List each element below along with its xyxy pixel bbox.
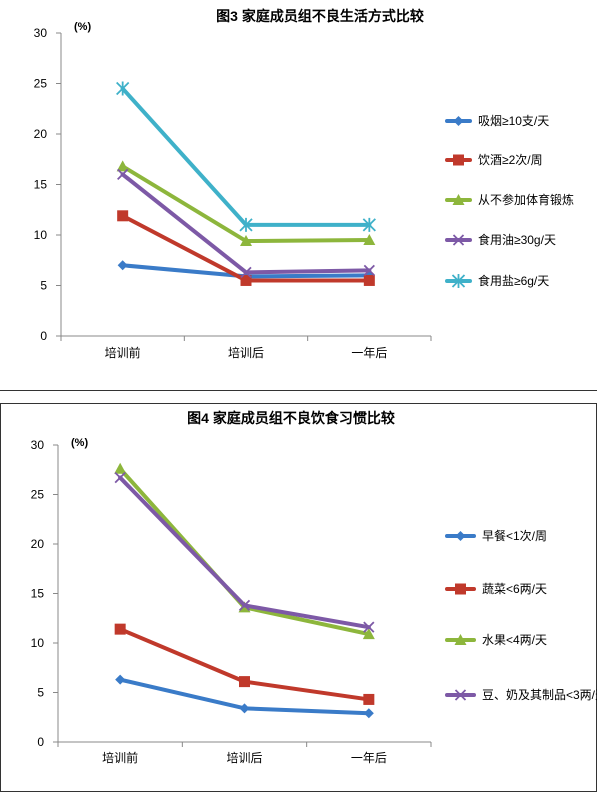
series-2 xyxy=(117,210,375,286)
data-point xyxy=(363,693,375,705)
y-tick-label: 10 xyxy=(34,228,48,242)
legend-item: 食用盐≥6g/天 xyxy=(445,273,549,288)
y-tick-label: 30 xyxy=(34,26,48,40)
data-point xyxy=(117,260,128,271)
chart-panel-4: 图4 家庭成员组不良饮食习惯比较 (%) 0 5 10 15 20 25 30 培训前 培训后 一年后… xyxy=(0,403,597,792)
data-point xyxy=(116,81,130,96)
legend-item: 从不参加体育锻炼 xyxy=(445,192,574,207)
legend-swatch-marker xyxy=(454,634,467,645)
legend-swatch-marker xyxy=(452,194,465,205)
legend-item: 豆、奶及其制品<3两/天 xyxy=(445,688,597,702)
data-point xyxy=(363,621,375,633)
data-point xyxy=(240,274,252,286)
chart-figure-4: 图4 家庭成员组不良饮食习惯比较 (%) 0 5 10 15 20 25 30 培训前 培训后 一年后… xyxy=(31,410,597,765)
series-5 xyxy=(116,81,376,232)
y-tick-label: 5 xyxy=(37,686,44,700)
y-tick-label: 20 xyxy=(31,537,45,551)
y-tick-label: 15 xyxy=(31,587,45,601)
legend-label: 食用盐≥6g/天 xyxy=(478,273,549,288)
series-2 xyxy=(114,623,375,705)
y-unit-label: (%) xyxy=(74,21,91,33)
legend-label: 饮酒≥2次/周 xyxy=(478,153,543,167)
data-point xyxy=(363,264,375,276)
legend-item: 蔬菜<6两/天 xyxy=(445,582,547,596)
data-point xyxy=(116,160,129,172)
legend-swatch-marker xyxy=(451,274,466,288)
y-tick-label: 0 xyxy=(40,329,47,343)
series-4 xyxy=(114,472,375,633)
legend-label: 从不参加体育锻炼 xyxy=(478,192,574,207)
legend-item: 早餐<1次/周 xyxy=(445,528,547,543)
data-point xyxy=(362,217,376,232)
y-tick-label: 5 xyxy=(40,279,47,293)
legend-label: 豆、奶及其制品<3两/天 xyxy=(482,688,597,702)
data-point xyxy=(115,674,126,685)
data-point xyxy=(117,210,129,222)
y-tick-label: 0 xyxy=(37,735,44,749)
legend-swatch-marker xyxy=(455,531,466,541)
data-point xyxy=(114,472,126,484)
y-tick-label: 25 xyxy=(31,488,45,502)
x-tick-label: 培训前 xyxy=(102,750,138,765)
legend-item: 饮酒≥2次/周 xyxy=(445,153,543,167)
data-point xyxy=(114,623,126,635)
legend-label: 早餐<1次/周 xyxy=(482,528,547,543)
y-tick-label: 15 xyxy=(34,178,48,192)
legend-swatch-marker xyxy=(453,154,464,166)
data-point xyxy=(114,462,127,474)
legend-label: 吸烟≥10支/天 xyxy=(478,114,549,128)
data-point xyxy=(117,168,129,181)
chart-title: 图3 家庭成员组不良生活方式比较 xyxy=(216,8,424,24)
chart-panel-3: 图3 家庭成员组不良生活方式比较 (%) 0 5 10 15 20 25 30 培训前 培训后 一年后… xyxy=(0,0,597,391)
y-tick-label: 20 xyxy=(34,127,48,141)
legend-label: 水果<4两/天 xyxy=(482,633,547,647)
data-point xyxy=(238,599,251,612)
legend-swatch-marker xyxy=(454,689,467,701)
legend-swatch-marker xyxy=(455,583,466,595)
y-tick-label: 30 xyxy=(31,438,45,452)
legend-item: 水果<4两/天 xyxy=(445,633,547,647)
y-tick-label: 10 xyxy=(31,636,45,650)
data-point xyxy=(239,676,250,688)
legend-item: 吸烟≥10支/天 xyxy=(445,114,549,128)
y-tick-label: 25 xyxy=(34,77,48,91)
x-tick-label: 一年后 xyxy=(351,346,387,360)
data-point xyxy=(239,703,250,714)
chart-figure-3: 图3 家庭成员组不良生活方式比较 (%) 0 5 10 15 20 25 30 培训前 培训后 一年后… xyxy=(34,8,574,360)
series-1 xyxy=(115,674,374,719)
legend-swatch-marker xyxy=(453,116,464,126)
legend-label: 蔬菜<6两/天 xyxy=(482,582,547,596)
y-unit-label: (%) xyxy=(71,437,88,449)
data-point xyxy=(240,266,252,279)
data-point xyxy=(362,628,375,640)
chart-title: 图4 家庭成员组不良饮食习惯比较 xyxy=(187,410,395,426)
data-point xyxy=(240,235,252,247)
x-tick-label: 培训后 xyxy=(226,750,262,765)
data-point xyxy=(363,708,374,719)
legend-swatch-marker xyxy=(452,234,465,246)
series-4 xyxy=(117,168,375,279)
x-tick-label: 培训后 xyxy=(228,345,264,360)
legend-label: 食用油≥30g/天 xyxy=(478,232,556,247)
series-3 xyxy=(116,160,376,247)
data-point xyxy=(363,234,376,246)
x-tick-label: 一年后 xyxy=(351,751,387,765)
x-tick-label: 培训前 xyxy=(105,345,141,360)
data-point xyxy=(363,274,375,286)
data-point xyxy=(239,217,253,232)
legend-item: 食用油≥30g/天 xyxy=(445,232,556,247)
series-3 xyxy=(114,462,375,640)
